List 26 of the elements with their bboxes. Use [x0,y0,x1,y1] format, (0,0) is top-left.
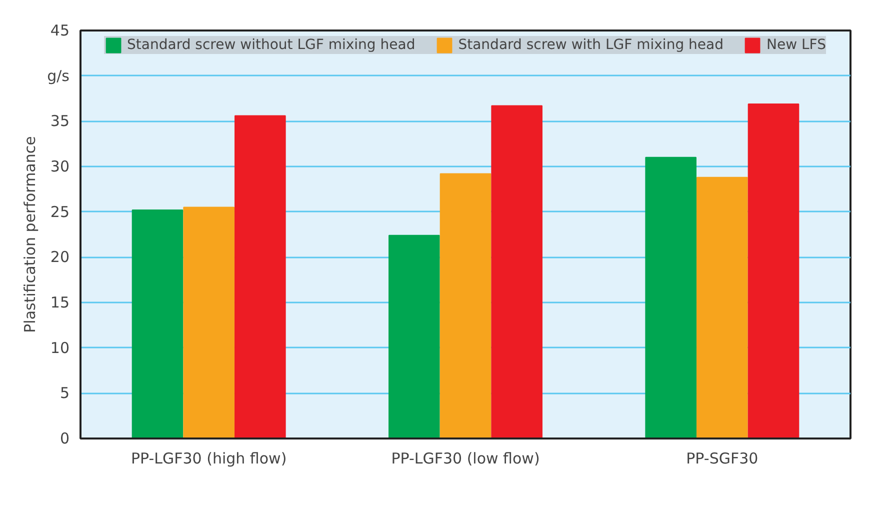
bar [388,234,440,438]
y-tick-label: 25 [50,202,70,221]
x-tick-label: PP-LGF30 (low flow) [391,450,540,468]
bar [440,173,492,438]
y-tick-label: 45 [50,22,70,40]
bar [491,105,542,438]
legend-label: New LFS [766,37,826,53]
y-tick-label: 5 [60,384,70,402]
y-tick-label: 20 [50,248,70,266]
y-axis-title: Plastification performance [21,136,40,333]
y-tick-label: g/s [47,66,70,85]
bar [132,210,184,438]
y-tick-label: 30 [50,158,70,176]
bar [645,156,696,438]
bar [183,206,234,438]
x-tick-label: PP-LGF30 (high flow) [130,450,287,468]
bar [748,103,800,438]
y-tick-label: 0 [60,430,70,448]
legend-label: Standard screw without LGF mixing head [127,37,416,53]
y-tick-label: 35 [50,112,70,130]
legend-label: Standard screw with LGF mixing head [458,37,724,53]
x-tick-label: PP-SGF30 [686,450,758,468]
bar [234,115,286,438]
bar [696,176,748,438]
y-tick-label: 10 [50,338,70,357]
y-tick-label: 15 [50,294,70,312]
